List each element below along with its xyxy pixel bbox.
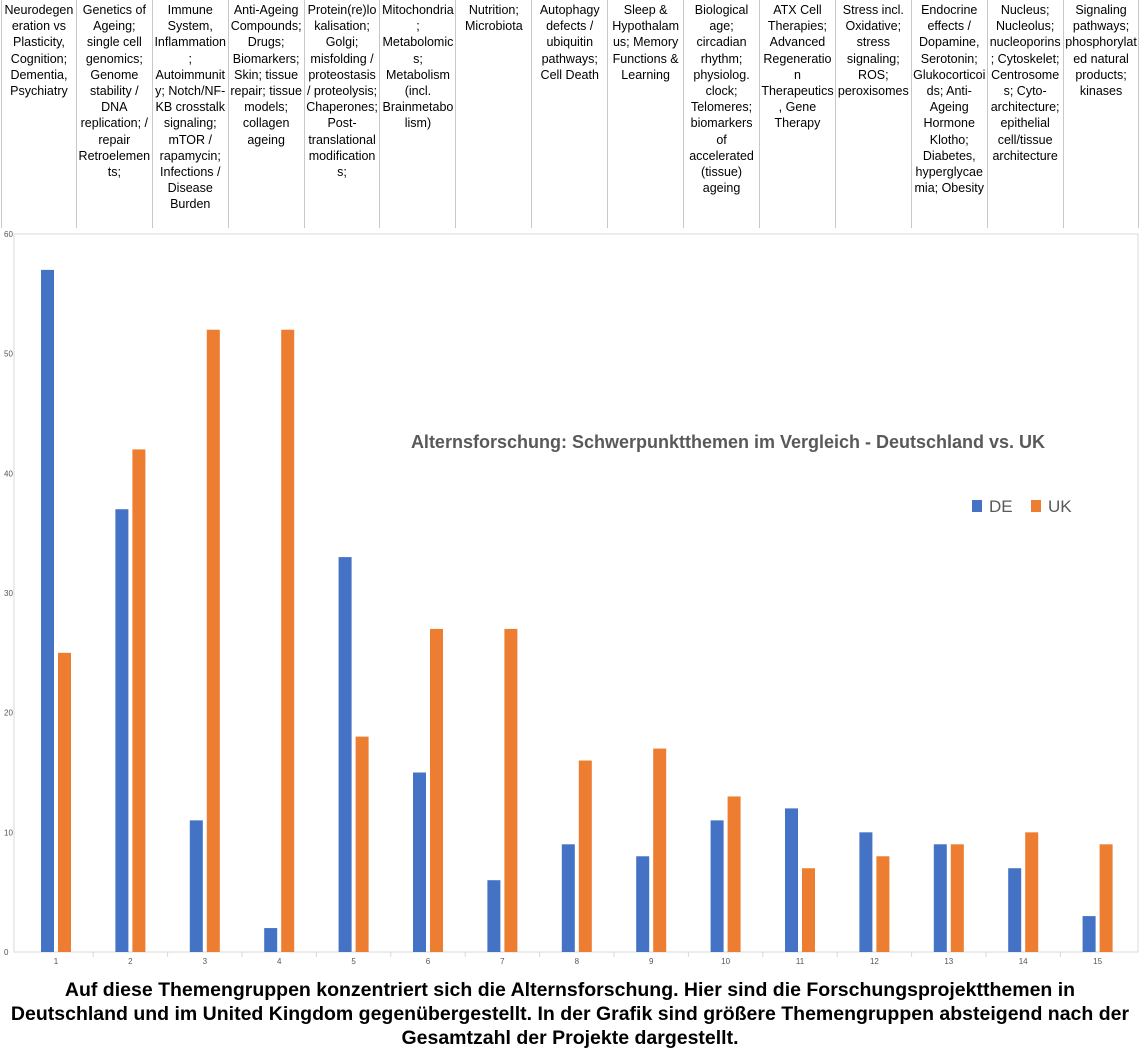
legend-label-de: DE [989,497,1013,516]
topic-header-row: Neurodegeneration vs Plasticity, Cogniti… [0,0,1140,228]
y-tick-label: 30 [4,589,13,598]
x-tick-label: 10 [721,957,730,966]
bar-uk-6 [430,628,443,952]
y-tick-label: 0 [4,948,9,957]
topic-cell-5: Protein(re)lokalisation; Golgi; misfoldi… [305,0,381,228]
legend: DE UK [972,497,1072,516]
topic-cell-8: Autophagy defects / ubiquitin pathways; … [532,0,609,228]
bar-uk-8 [578,760,592,952]
bar-uk-13 [950,844,964,952]
y-tick-label: 60 [4,230,13,239]
bar-uk-4 [281,329,295,952]
bar-uk-12 [876,856,890,952]
x-tick-label: 1 [54,957,59,966]
bar-uk-7 [504,628,518,952]
bar-uk-15 [1099,844,1113,952]
chart-title: Alternsforschung: Schwerpunktthemen im V… [411,432,1045,452]
bar-uk-5 [355,736,369,952]
bar-de-3 [189,820,203,952]
y-axis: 0 10 20 30 40 50 60 [4,230,13,957]
y-tick-label: 10 [4,828,13,837]
x-tick-label: 9 [649,957,654,966]
bar-de-2 [115,509,129,952]
x-tick-label: 13 [944,957,953,966]
x-axis: 1 2 3 4 5 6 7 8 9 10 11 12 13 14 15 [24,951,1126,966]
x-tick-label: 5 [351,957,356,966]
bar-de-10 [710,820,724,952]
topic-cell-1: Neurodegeneration vs Plasticity, Cogniti… [1,0,77,228]
topic-cell-14: Nucleus; Nucleolus; nucleoporins; Cytosk… [988,0,1064,228]
bar-uk-14 [1025,832,1039,952]
x-tick-label: 8 [575,957,580,966]
x-tick-label: 3 [203,957,208,966]
x-tick-label: 7 [500,957,505,966]
bar-de-15 [1082,916,1096,952]
topic-cell-10: Biological age; circadian rhythm; physio… [684,0,760,228]
x-tick-label: 11 [796,957,805,966]
bar-de-11 [785,808,798,952]
topic-cell-2: Genetics of Ageing; single cell genomics… [77,0,153,228]
bar-de-9 [636,856,650,952]
topic-cell-13: Endocrine effects / Dopamine, Serotonin;… [912,0,988,228]
bar-de-13 [933,844,947,952]
bar-de-14 [1008,868,1022,952]
topic-cell-11: ATX Cell Therapies; Advanced Regeneratio… [760,0,836,228]
bar-de-8 [561,844,575,952]
x-tick-label: 14 [1019,957,1028,966]
caption: Auf diese Themengruppen konzentriert sic… [10,979,1130,1049]
bar-de-7 [487,880,501,952]
bar-de-12 [859,832,873,952]
bar-de-4 [264,928,278,952]
topic-cell-12: Stress incl. Oxidative; stress signaling… [836,0,912,228]
bar-uk-9 [653,748,667,952]
legend-swatch-uk [1031,500,1041,512]
bar-uk-10 [727,796,741,952]
bar-uk-11 [802,868,815,952]
legend-label-uk: UK [1048,497,1072,516]
x-tick-label: 2 [128,957,133,966]
y-tick-label: 20 [4,709,13,718]
plot-frame [13,233,1139,953]
topic-cell-4: Anti-Ageing Compounds; Drugs; Biomarkers… [229,0,305,228]
plot-area-border [13,233,1139,953]
bar-de-6 [413,772,426,952]
bar-uk-1 [58,652,71,952]
x-tick-label: 15 [1093,957,1102,966]
y-tick-label: 50 [4,350,13,359]
x-tick-label: 12 [870,957,879,966]
topic-cell-3: Immune System, Inflammation; Autoimmunit… [153,0,229,228]
bar-uk-2 [132,449,146,952]
x-tick-label: 4 [277,957,282,966]
x-tick-label: 6 [426,957,431,966]
topic-cell-6: Mitochondria; Metabolomics; Metabolism (… [381,0,457,228]
y-tick-label: 40 [4,469,13,478]
topic-cell-7: Nutrition; Microbiota [456,0,533,228]
bar-de-1 [41,269,54,952]
topic-cell-9: Sleep & Hypothalamus; Memory Functions &… [608,0,685,228]
bar-de-5 [338,557,352,952]
topic-cell-15: Signaling pathways; phosphorylated natur… [1064,0,1140,228]
bars [41,269,1113,952]
legend-swatch-de [972,500,982,512]
bar-uk-3 [206,329,220,952]
